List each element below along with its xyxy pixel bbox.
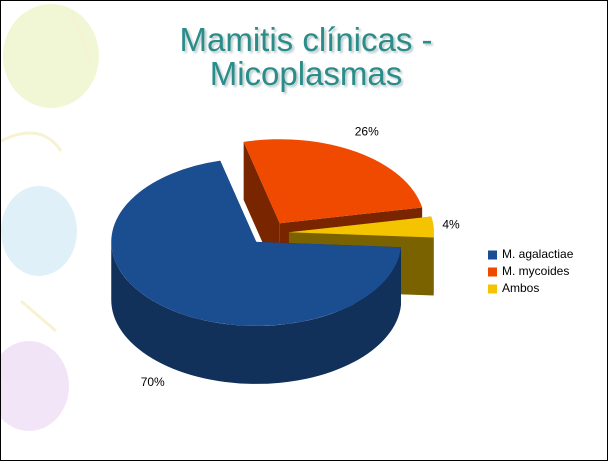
slice-side	[111, 241, 401, 384]
data-label: 70%	[141, 375, 165, 389]
chart-title: Mamitis clínicas - Micoplasmas	[179, 21, 433, 92]
data-label: 4%	[442, 218, 460, 232]
legend-swatch	[488, 250, 497, 260]
slice	[111, 160, 401, 384]
legend-label: M. mycoides	[502, 264, 569, 278]
decoration	[1, 4, 99, 431]
legend-swatch	[488, 267, 497, 277]
slice-top	[111, 160, 401, 326]
legend-label: Ambos	[502, 281, 539, 295]
data-label: 26%	[355, 125, 379, 139]
slice-top	[243, 139, 423, 224]
legend-label: M. agalactiae	[502, 247, 574, 261]
legend-swatch	[488, 284, 497, 294]
slice-top	[288, 216, 434, 238]
